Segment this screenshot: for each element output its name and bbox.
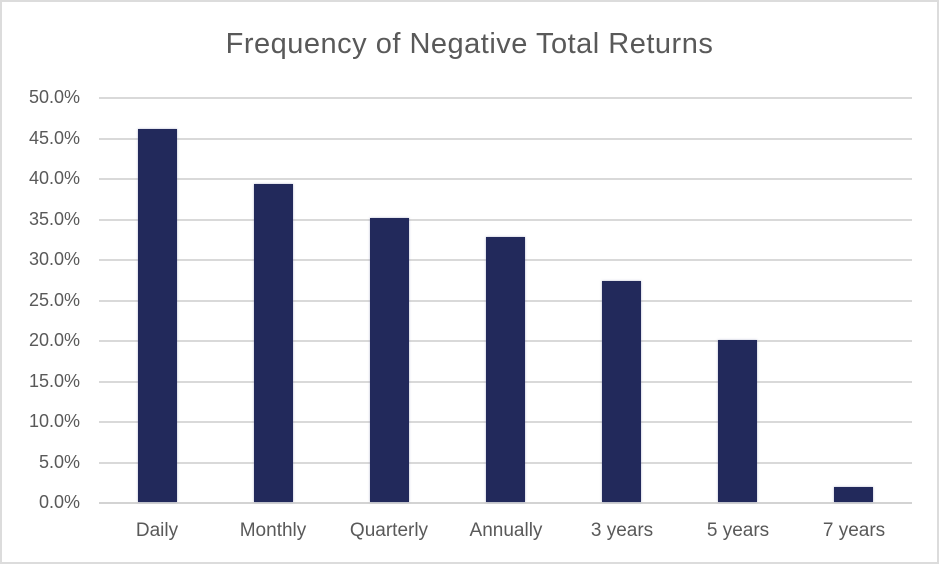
bar-annually xyxy=(486,237,525,502)
y-axis-tick-label: 25.0% xyxy=(28,290,80,310)
x-axis-label-3-years: 3 years xyxy=(590,520,654,541)
y-axis-tick-label: 35.0% xyxy=(28,209,80,229)
bar-3-years xyxy=(602,281,641,502)
y-axis-tick-label: 30.0% xyxy=(28,249,80,269)
x-axis-label-5-years: 5 years xyxy=(706,520,770,541)
x-axis-label-monthly: Monthly xyxy=(239,520,307,541)
gridline xyxy=(99,219,912,221)
bar-monthly xyxy=(254,184,293,502)
gridline xyxy=(99,138,912,140)
bar-5-years xyxy=(718,340,757,502)
y-axis-tick-label: 10.0% xyxy=(28,411,80,431)
gridline xyxy=(99,502,912,504)
x-axis-label-annually: Annually xyxy=(469,520,543,541)
y-axis-tick-label: 5.0% xyxy=(38,452,80,472)
gridline xyxy=(99,97,912,99)
gridline xyxy=(99,178,912,180)
x-axis-label-7-years: 7 years xyxy=(822,520,886,541)
y-axis-tick-label: 50.0% xyxy=(28,87,80,107)
chart-title: Frequency of Negative Total Returns xyxy=(225,28,714,60)
bar-quarterly xyxy=(370,218,409,502)
x-axis-label-daily: Daily xyxy=(135,520,179,541)
y-axis-tick-label: 20.0% xyxy=(28,330,80,350)
x-axis-label-quarterly: Quarterly xyxy=(349,520,429,541)
bar-daily xyxy=(138,129,177,502)
y-axis-tick-label: 0.0% xyxy=(38,492,80,512)
y-axis-tick-label: 15.0% xyxy=(28,371,80,391)
plot-area xyxy=(99,97,912,504)
y-axis-tick-label: 45.0% xyxy=(28,128,80,148)
y-axis-tick-label: 40.0% xyxy=(28,168,80,188)
bar-7-years xyxy=(834,487,873,502)
